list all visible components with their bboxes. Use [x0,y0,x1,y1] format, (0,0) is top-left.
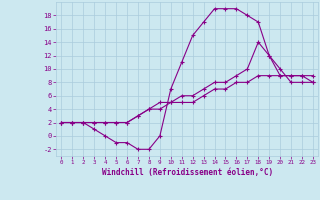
X-axis label: Windchill (Refroidissement éolien,°C): Windchill (Refroidissement éolien,°C) [102,168,273,177]
